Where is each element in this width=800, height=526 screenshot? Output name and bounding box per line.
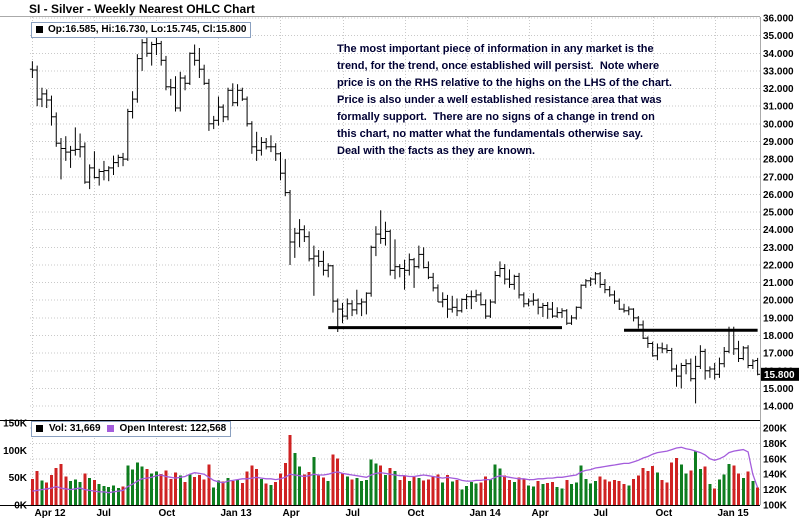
svg-text:100K: 100K — [763, 501, 788, 512]
svg-text:160K: 160K — [763, 454, 788, 465]
svg-text:14.000: 14.000 — [763, 402, 794, 413]
volume-swatch-icon — [36, 425, 43, 433]
svg-text:Jan 14: Jan 14 — [470, 508, 502, 519]
svg-text:30.000: 30.000 — [763, 119, 794, 130]
svg-text:36.000: 36.000 — [763, 14, 794, 25]
svg-text:21.000: 21.000 — [763, 278, 794, 289]
svg-text:15.800: 15.800 — [764, 370, 795, 381]
svg-text:Jul: Jul — [594, 508, 609, 519]
last-price-tag: 15.800 — [761, 367, 799, 381]
volume-legend-label: Vol: 31,669 — [49, 423, 101, 434]
svg-text:Oct: Oct — [159, 508, 176, 519]
svg-text:120K: 120K — [763, 485, 788, 496]
svg-text:50K: 50K — [9, 473, 28, 484]
svg-text:31.000: 31.000 — [763, 102, 794, 113]
open-interest-legend-label: Open Interest: 122,568 — [119, 423, 227, 434]
svg-text:Jan 15: Jan 15 — [718, 508, 750, 519]
svg-text:26.000: 26.000 — [763, 190, 794, 201]
svg-text:35.000: 35.000 — [763, 31, 794, 42]
resistance-lines — [328, 326, 758, 332]
svg-text:200K: 200K — [763, 424, 788, 435]
svg-text:100K: 100K — [3, 446, 28, 457]
svg-text:33.000: 33.000 — [763, 66, 794, 77]
svg-text:15.000: 15.000 — [763, 384, 794, 395]
svg-text:140K: 140K — [763, 470, 788, 481]
svg-text:Apr: Apr — [532, 508, 549, 519]
svg-text:32.000: 32.000 — [763, 84, 794, 95]
svg-text:34.000: 34.000 — [763, 49, 794, 60]
ohlc-legend-swatch-icon — [36, 26, 43, 34]
ohlc-legend-label: Op:16.585, Hi:16.730, Lo:15.745, Cl:15.8… — [48, 24, 247, 35]
svg-text:17.000: 17.000 — [763, 349, 794, 360]
svg-text:Oct: Oct — [408, 508, 425, 519]
volume-bars — [30, 435, 760, 505]
svg-text:29.000: 29.000 — [763, 137, 794, 148]
frame-lines — [0, 16, 761, 506]
svg-text:19.000: 19.000 — [763, 313, 794, 324]
svg-text:180K: 180K — [763, 439, 788, 450]
svg-text:Jul: Jul — [97, 508, 112, 519]
gridlines — [30, 17, 760, 506]
svg-text:20.000: 20.000 — [763, 296, 794, 307]
svg-text:27.000: 27.000 — [763, 172, 794, 183]
svg-text:23.000: 23.000 — [763, 243, 794, 254]
svg-text:Jul: Jul — [346, 508, 361, 519]
ohlc-bars — [29, 30, 761, 404]
svg-text:28.000: 28.000 — [763, 155, 794, 166]
volume-legend: Vol: 31,669 Open Interest: 122,568 — [31, 421, 232, 437]
open-interest-line — [32, 446, 759, 494]
svg-text:24.000: 24.000 — [763, 225, 794, 236]
ohlc-legend: Op:16.585, Hi:16.730, Lo:15.745, Cl:15.8… — [31, 22, 252, 38]
open-interest-swatch-icon — [106, 425, 114, 433]
svg-text:Jan 13: Jan 13 — [221, 508, 253, 519]
annotation-text: The most important piece of information … — [337, 43, 672, 157]
svg-text:Oct: Oct — [656, 508, 673, 519]
svg-text:150K: 150K — [3, 419, 28, 430]
svg-text:Apr 12: Apr 12 — [35, 508, 67, 519]
svg-text:25.000: 25.000 — [763, 208, 794, 219]
svg-text:Apr: Apr — [283, 508, 300, 519]
chart-title: SI - Silver - Weekly Nearest OHLC Chart — [29, 2, 255, 16]
svg-text:22.000: 22.000 — [763, 260, 794, 271]
svg-text:18.000: 18.000 — [763, 331, 794, 342]
